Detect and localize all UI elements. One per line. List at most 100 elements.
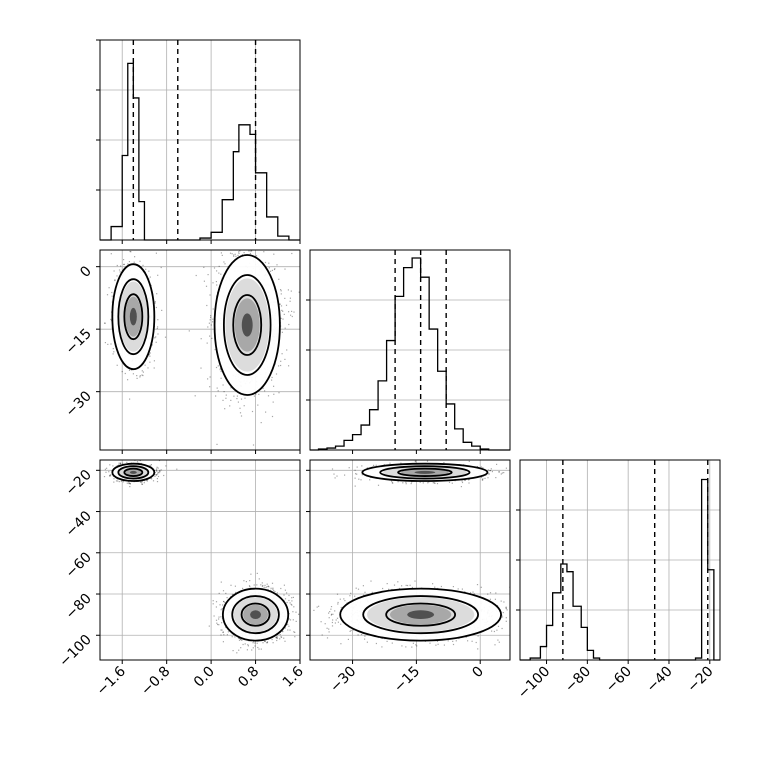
- scatter-point: [271, 376, 273, 379]
- scatter-point: [203, 266, 205, 268]
- scatter-point: [104, 342, 106, 344]
- scatter-point: [279, 303, 281, 305]
- scatter-point: [233, 254, 235, 256]
- scatter-point: [240, 647, 242, 649]
- scatter-point: [261, 585, 263, 587]
- hist-p2-panel: [309, 249, 511, 454]
- scatter-point: [218, 592, 220, 594]
- scatter-point: [258, 393, 260, 395]
- scatter-point: [147, 367, 149, 369]
- scatter-point: [209, 386, 211, 388]
- scatter-point: [156, 470, 158, 472]
- scatter-point: [109, 464, 111, 466]
- scatter-point: [258, 578, 260, 580]
- p1-vs-p3-panel: −1.6 −0.8 0.0 0.8 1.6−20−40−60−80−100: [56, 459, 307, 699]
- contour-line: [111, 462, 156, 482]
- scatter-point: [234, 253, 236, 255]
- scatter-point: [149, 355, 151, 357]
- scatter-point: [284, 598, 287, 600]
- scatter-point: [280, 305, 283, 307]
- scatter-point: [158, 460, 161, 462]
- y-tick-label: −15: [63, 326, 95, 358]
- histogram-step: [520, 478, 720, 661]
- scatter-point: [281, 331, 283, 333]
- scatter-point: [293, 631, 295, 633]
- histogram-step: [100, 62, 300, 241]
- scatter-point: [283, 637, 285, 639]
- scatter-point: [247, 246, 248, 247]
- density-layer: [104, 246, 300, 446]
- scatter-point: [267, 395, 270, 397]
- scatter-point: [237, 254, 239, 256]
- y-tick-label: 0: [77, 263, 95, 281]
- scatter-point: [279, 634, 281, 636]
- scatter-point: [256, 584, 258, 586]
- scatter-point: [276, 636, 278, 638]
- scatter-point: [265, 411, 267, 413]
- scatter-point: [268, 262, 270, 264]
- scatter-point: [336, 475, 338, 477]
- scatter-point: [104, 322, 106, 324]
- scatter-point: [200, 338, 202, 340]
- scatter-point: [238, 639, 241, 641]
- scatter-point: [118, 462, 120, 464]
- scatter-point: [223, 600, 225, 602]
- scatter-point: [115, 480, 118, 482]
- scatter-point: [164, 336, 167, 338]
- scatter-point: [106, 294, 109, 296]
- scatter-point: [285, 304, 288, 306]
- scatter-point: [247, 645, 249, 647]
- scatter-point: [239, 407, 241, 409]
- scatter-point: [160, 469, 162, 471]
- scatter-point: [251, 410, 254, 413]
- scatter-point: [119, 463, 121, 465]
- scatter-point: [114, 279, 116, 281]
- scatter-point: [276, 592, 278, 594]
- scatter-point: [157, 467, 159, 469]
- scatter-point: [271, 638, 273, 641]
- scatter-point: [148, 270, 150, 272]
- scatter-point: [210, 315, 212, 317]
- density-layer: [103, 460, 300, 654]
- scatter-point: [159, 471, 161, 473]
- scatter-point: [209, 319, 211, 321]
- scatter-point: [360, 479, 362, 481]
- scatter-point: [251, 250, 253, 252]
- scatter-point: [291, 604, 293, 606]
- scatter-point: [222, 631, 224, 633]
- scatter-point: [123, 259, 125, 261]
- x-tick-label: 0.8: [235, 664, 262, 691]
- scatter-point: [270, 587, 272, 589]
- scatter-point: [230, 584, 232, 586]
- scatter-point: [141, 482, 143, 484]
- scatter-point: [160, 266, 162, 269]
- density-fill: [250, 610, 261, 619]
- scatter-point: [264, 390, 266, 392]
- scatter-point: [225, 397, 227, 399]
- scatter-point: [273, 393, 275, 395]
- scatter-point: [288, 311, 290, 313]
- scatter-point: [254, 642, 256, 644]
- scatter-point: [157, 319, 159, 321]
- scatter-point: [163, 474, 165, 477]
- scatter-point: [287, 623, 289, 626]
- scatter-point: [264, 261, 267, 264]
- scatter-point: [110, 318, 112, 320]
- scatter-point: [220, 370, 222, 373]
- scatter-point: [153, 360, 155, 362]
- scatter-point: [220, 252, 222, 254]
- scatter-point: [216, 284, 218, 286]
- scatter-point: [116, 275, 118, 277]
- scatter-point: [281, 309, 283, 311]
- scatter-point: [273, 253, 275, 255]
- scatter-point: [225, 394, 227, 396]
- scatter-point: [155, 341, 157, 343]
- scatter-point: [145, 479, 147, 481]
- scatter-point: [106, 467, 108, 469]
- y-tick-label: −100: [56, 632, 95, 671]
- scatter-point: [146, 480, 148, 482]
- scatter-point: [251, 649, 253, 651]
- y-tick-label: −30: [63, 388, 95, 420]
- scatter-point: [127, 263, 129, 265]
- scatter-point: [276, 264, 278, 266]
